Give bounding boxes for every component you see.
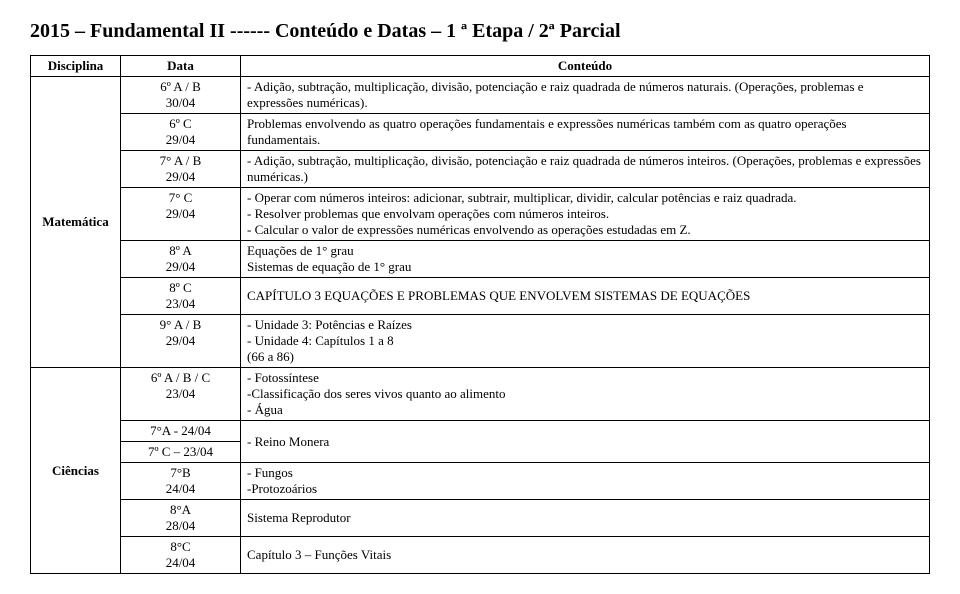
- cell-conteudo: Equações de 1° grauSistemas de equação d…: [241, 241, 930, 278]
- cell-data: 8°A28/04: [121, 500, 241, 537]
- cell-data: 7°B24/04: [121, 463, 241, 500]
- cell-conteudo: - Unidade 3: Potências e Raízes- Unidade…: [241, 315, 930, 368]
- cell-data: 9° A / B29/04: [121, 315, 241, 368]
- cell-conteudo: - Operar com números inteiros: adicionar…: [241, 188, 930, 241]
- col-data: Data: [121, 56, 241, 77]
- cell-data: 6º A / B / C23/04: [121, 368, 241, 421]
- cell-conteudo: Capítulo 3 – Funções Vitais: [241, 537, 930, 574]
- cell-conteudo: CAPÍTULO 3 EQUAÇÕES E PROBLEMAS QUE ENVO…: [241, 278, 930, 315]
- cell-data: 7° C29/04: [121, 188, 241, 241]
- cell-data: 8º A29/04: [121, 241, 241, 278]
- page-title: 2015 – Fundamental II ------ Conteúdo e …: [30, 20, 930, 43]
- table-row: 7° C29/04 - Operar com números inteiros:…: [31, 188, 930, 241]
- table-row: Ciências 6º A / B / C23/04 - Fotossíntes…: [31, 368, 930, 421]
- cell-conteudo: - Fotossíntese-Classificação dos seres v…: [241, 368, 930, 421]
- table-row: 8°A28/04 Sistema Reprodutor: [31, 500, 930, 537]
- cell-conteudo: Sistema Reprodutor: [241, 500, 930, 537]
- cell-conteudo: - Fungos-Protozoários: [241, 463, 930, 500]
- table-row: Matemática 6º A / B30/04 - Adição, subtr…: [31, 77, 930, 114]
- table-row: 8º C23/04 CAPÍTULO 3 EQUAÇÕES E PROBLEMA…: [31, 278, 930, 315]
- col-conteudo: Conteúdo: [241, 56, 930, 77]
- col-disciplina: Disciplina: [31, 56, 121, 77]
- cell-conteudo: Problemas envolvendo as quatro operações…: [241, 114, 930, 151]
- cell-data: 7°A - 24/04: [121, 421, 241, 442]
- cell-data: 8°C24/04: [121, 537, 241, 574]
- schedule-table: Disciplina Data Conteúdo Matemática 6º A…: [30, 55, 930, 574]
- table-row: 7°A - 24/04 - Reino Monera: [31, 421, 930, 442]
- table-row: 6º C29/04 Problemas envolvendo as quatro…: [31, 114, 930, 151]
- table-row: 8º A29/04 Equações de 1° grauSistemas de…: [31, 241, 930, 278]
- cell-data: 8º C23/04: [121, 278, 241, 315]
- table-row: 9° A / B29/04 - Unidade 3: Potências e R…: [31, 315, 930, 368]
- table-row: 7° A / B29/04 - Adição, subtração, multi…: [31, 151, 930, 188]
- cell-data: 7º C – 23/04: [121, 442, 241, 463]
- disc-ciencias: Ciências: [31, 368, 121, 574]
- cell-conteudo: - Adição, subtração, multiplicação, divi…: [241, 77, 930, 114]
- cell-conteudo: - Reino Monera: [241, 421, 930, 463]
- cell-data: 7° A / B29/04: [121, 151, 241, 188]
- disc-matematica: Matemática: [31, 77, 121, 368]
- table-row: 8°C24/04 Capítulo 3 – Funções Vitais: [31, 537, 930, 574]
- cell-data: 6º A / B30/04: [121, 77, 241, 114]
- table-header-row: Disciplina Data Conteúdo: [31, 56, 930, 77]
- cell-data: 6º C29/04: [121, 114, 241, 151]
- table-row: 7°B24/04 - Fungos-Protozoários: [31, 463, 930, 500]
- cell-conteudo: - Adição, subtração, multiplicação, divi…: [241, 151, 930, 188]
